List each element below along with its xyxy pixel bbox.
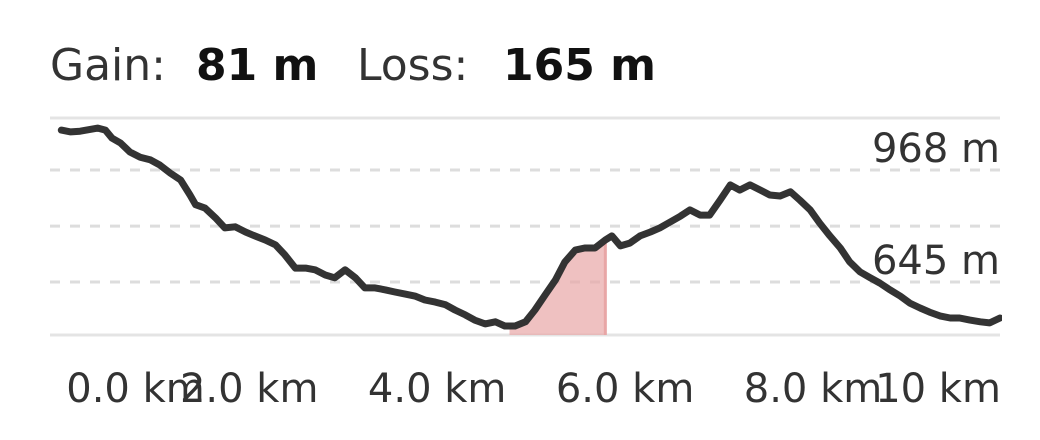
x-tick-label: 6.0 km — [556, 366, 694, 412]
gain-value: 81 m — [196, 40, 318, 91]
x-tick-label: 2.0 km — [180, 366, 318, 412]
x-tick-label: 10 km — [875, 366, 1001, 412]
loss-label: Loss: — [357, 40, 468, 91]
loss-value: 165 m — [503, 40, 656, 91]
x-tick-label: 4.0 km — [368, 366, 506, 412]
plot: 968 m 645 m 0.0 km2.0 km 4.0 km 6.0 km 8.0 km… — [50, 116, 1002, 412]
y-tick-label: 968 m — [872, 126, 1000, 172]
y-tick-label: 645 m — [872, 238, 1000, 284]
x-tick-label: 8.0 km — [744, 366, 882, 412]
gain-label: Gain: — [50, 40, 166, 91]
elevation-line — [57, 124, 1002, 330]
highlight-area — [509, 240, 606, 335]
x-tick-label: 0.0 km — [66, 366, 204, 412]
